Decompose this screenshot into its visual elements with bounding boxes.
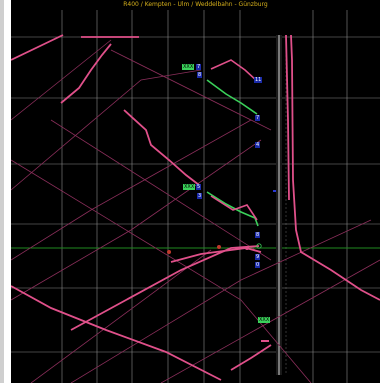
vertical-grid xyxy=(61,10,348,383)
station-axis xyxy=(276,35,287,375)
axis-marker-9: 9 xyxy=(255,254,261,260)
block-number-a[interactable]: 7 xyxy=(196,64,202,70)
window-border xyxy=(0,0,4,383)
block-label-b[interactable]: XXX xyxy=(183,184,196,190)
highlighted-train-paths-pink xyxy=(210,59,258,221)
axis-marker-4: 4 xyxy=(255,142,261,148)
axis-marker-8: 8 xyxy=(255,232,261,238)
block-number-b[interactable]: 5 xyxy=(196,184,202,190)
axis-marker-0: 0 xyxy=(255,262,261,268)
horizontal-grid xyxy=(11,36,380,353)
primary-paths xyxy=(11,34,380,381)
train-path-graph[interactable] xyxy=(11,0,380,383)
block-sub-b[interactable]: 3 xyxy=(197,193,203,199)
station-dots xyxy=(167,190,276,342)
block-sub-a[interactable]: 8 xyxy=(197,72,203,78)
timetable-graph-view[interactable]: R400 / Kempten - Ulm / Weddelbahn - Günz… xyxy=(11,0,380,383)
axis-marker-7: 7 xyxy=(255,115,261,121)
route-title: R400 / Kempten - Ulm / Weddelbahn - Günz… xyxy=(123,1,268,8)
block-label-a[interactable]: XXX xyxy=(182,64,195,70)
bottom-block-label[interactable]: XXX xyxy=(258,317,271,323)
axis-marker-11: 11 xyxy=(254,77,263,83)
left-window-edge xyxy=(0,0,11,383)
secondary-paths xyxy=(11,39,380,383)
highlighted-train-paths xyxy=(206,79,259,227)
